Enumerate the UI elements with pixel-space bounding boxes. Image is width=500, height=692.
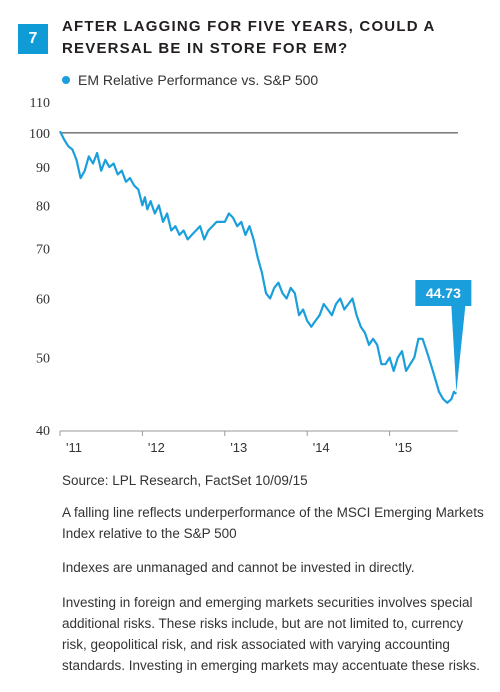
y-tick-label-80: 80 (36, 199, 50, 214)
y-tick-label-90: 90 (36, 161, 50, 176)
x-tick-label-2011: '11 (66, 440, 82, 455)
x-tick-label-2012: '12 (148, 440, 165, 455)
chart-title: AFTER LAGGING FOR FIVE YEARS, COULD A RE… (62, 18, 436, 57)
footnote-risks: Investing in foreign and emerging market… (62, 595, 480, 673)
footnote-underperformance: A falling line reflects underperformance… (62, 505, 484, 541)
source-note: Source: LPL Research, FactSet 10/09/15 (62, 473, 308, 488)
figure-number: 7 (28, 30, 38, 47)
legend-label: EM Relative Performance vs. S&P 500 (78, 72, 319, 88)
footnote-indexes: Indexes are unmanaged and cannot be inve… (62, 560, 415, 575)
series-line-em-relative-performance (59, 130, 458, 404)
line-chart: 40 50 60 70 80 90 100 110 '11 '12 '13 '14 '15 44.73 (29, 96, 472, 455)
annotation-label: 44.73 (426, 285, 461, 301)
y-tick-label-40: 40 (36, 424, 50, 439)
y-tick-label-110: 110 (30, 96, 50, 111)
y-tick-label-70: 70 (36, 243, 50, 258)
annotation-box (415, 280, 472, 306)
x-tick-label-2013: '13 (230, 440, 247, 455)
legend: EM Relative Performance vs. S&P 500 (62, 72, 318, 88)
y-tick-label-100: 100 (29, 127, 50, 142)
x-tick-label-2014: '14 (313, 440, 330, 455)
y-tick-label-50: 50 (36, 352, 50, 367)
annotation-pointer (451, 306, 466, 392)
y-tick-label-60: 60 (36, 293, 50, 308)
figure-number-badge: 7 (18, 24, 48, 54)
legend-marker (62, 76, 70, 84)
x-tick-label-2015: '15 (395, 440, 412, 455)
